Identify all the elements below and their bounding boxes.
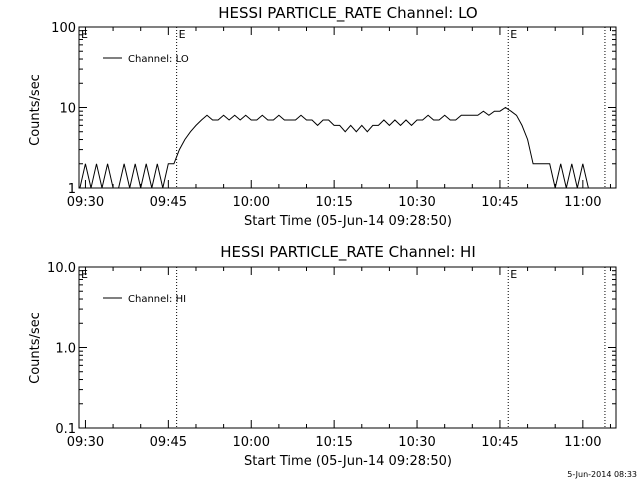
x-tick-label: 09:45 — [150, 435, 187, 450]
legend-label: Channel: HI — [128, 294, 186, 305]
event-markers: E EE — [81, 27, 606, 188]
x-tick-label: 10:30 — [398, 195, 435, 210]
x-tick-label: 10:00 — [233, 195, 270, 210]
series-line-channel-lo — [79, 106, 600, 189]
event-marker-label: E — [510, 268, 517, 281]
event-markers: EE — [81, 267, 606, 428]
x-axis-label: Start Time (05-Jun-14 09:28:50) — [244, 454, 452, 469]
x-tick-label: 10:15 — [315, 195, 352, 210]
x-tick-label: 11:00 — [564, 195, 601, 210]
chart-title: HESSI PARTICLE_RATE Channel: LO — [218, 4, 477, 23]
y-axis: 1 10 100 — [51, 21, 616, 197]
y-axis-label: Counts/sec — [28, 74, 43, 146]
legend: Channel: LO — [103, 54, 189, 65]
x-tick-label: 10:45 — [481, 195, 518, 210]
x-axis: 09:30 09:45 10:00 10:15 10:30 10:45 11:00 — [67, 27, 611, 210]
x-tick-label: 11:00 — [564, 435, 601, 450]
y-tick-label: 1 — [68, 182, 76, 197]
y-tick-label: 1.0 — [55, 342, 76, 357]
y-axis-label: Counts/sec — [28, 312, 43, 384]
x-axis: 09:30 09:45 10:00 10:15 10:30 10:45 11:00 — [67, 267, 611, 450]
legend: Channel: HI — [103, 294, 186, 305]
x-tick-label: 09:30 — [67, 435, 104, 450]
event-marker-label: E — [81, 28, 88, 41]
x-tick-label: 10:15 — [315, 435, 352, 450]
footer-timestamp: 5-Jun-2014 08:33 — [567, 470, 637, 479]
x-tick-label: 10:00 — [233, 435, 270, 450]
chart-hi: HESSI PARTICLE_RATE Channel: HI 09:30 09:… — [28, 243, 617, 469]
x-tick-label: 10:30 — [398, 435, 435, 450]
legend-label: Channel: LO — [128, 54, 189, 65]
x-tick-label: 09:45 — [150, 195, 187, 210]
y-tick-label: 10 — [59, 102, 76, 117]
y-axis: 0.1 1.0 10.0 — [47, 261, 616, 437]
y-tick-label: 100 — [51, 21, 76, 36]
y-tick-label: 0.1 — [55, 422, 76, 437]
chart-lo: HESSI PARTICLE_RATE Channel: LO 09:30 09:… — [28, 4, 617, 229]
plot-frame — [78, 266, 617, 429]
event-marker-label: E — [81, 268, 88, 281]
x-tick-label: 10:45 — [481, 435, 518, 450]
x-axis-label: Start Time (05-Jun-14 09:28:50) — [244, 214, 452, 229]
series-group — [79, 106, 600, 189]
y-tick-label: 10.0 — [47, 261, 76, 276]
x-tick-label: 09:30 — [67, 195, 104, 210]
event-marker-label: E — [179, 28, 186, 41]
chart-title: HESSI PARTICLE_RATE Channel: HI — [220, 243, 476, 262]
event-marker-label: E — [510, 28, 517, 41]
